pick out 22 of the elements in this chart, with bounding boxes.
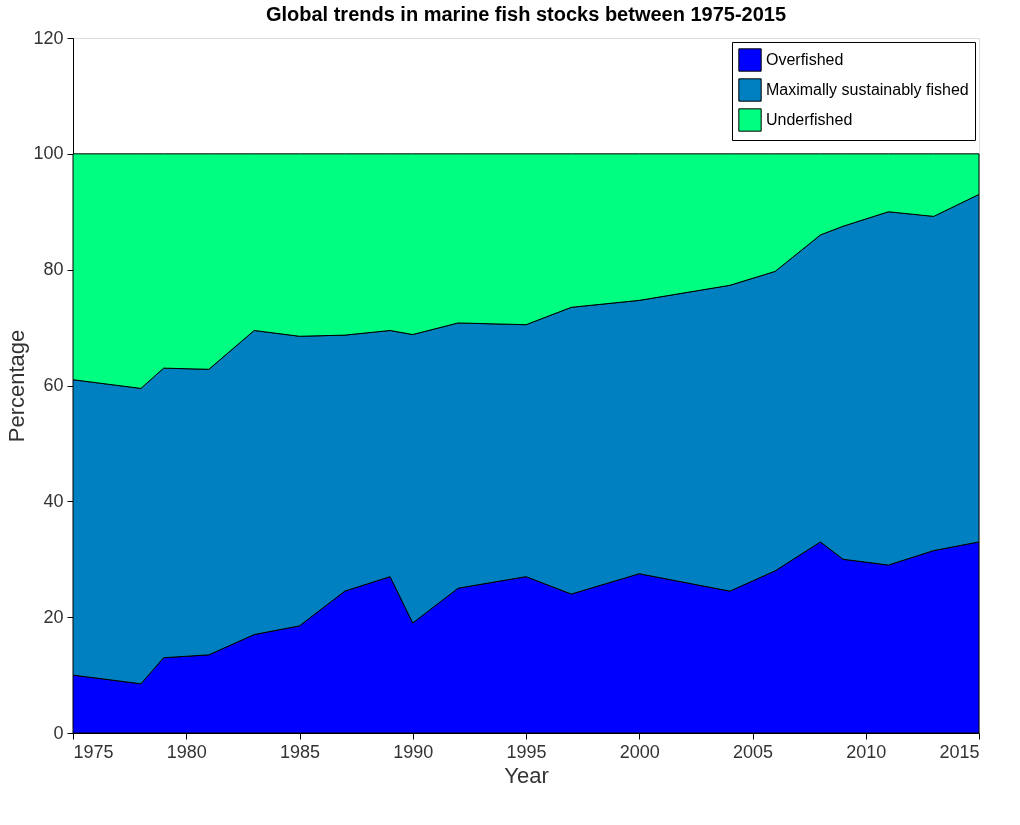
legend-label: Overfished xyxy=(766,51,844,68)
y-tick-label: 20 xyxy=(43,606,64,627)
y-tick-label: 120 xyxy=(33,27,64,48)
chart-title: Global trends in marine fish stocks between 1975-2015 xyxy=(265,3,787,25)
x-tick-label: 1975 xyxy=(73,741,114,762)
x-tick-label: 2000 xyxy=(619,741,660,762)
y-axis-title: Percentage xyxy=(4,329,30,443)
y-tick-label: 100 xyxy=(33,143,64,164)
y-tick-label: 80 xyxy=(43,259,64,280)
x-tick-label: 2005 xyxy=(732,741,774,762)
legend-label: Underfished xyxy=(766,111,853,128)
y-tick-label: 40 xyxy=(43,490,64,511)
x-tick-label: 1985 xyxy=(279,741,321,762)
x-tick-label: 1980 xyxy=(166,741,207,762)
x-tick-label: 2015 xyxy=(939,741,980,762)
x-tick-label: 1990 xyxy=(393,741,434,762)
legend-label: Maximally sustainably fished xyxy=(766,81,969,98)
x-tick-label: 1995 xyxy=(506,741,547,762)
y-tick-label: 0 xyxy=(53,722,64,743)
x-axis-title: Year xyxy=(504,762,549,788)
y-tick-label: 60 xyxy=(43,375,64,395)
x-tick-label: 2010 xyxy=(846,741,887,762)
